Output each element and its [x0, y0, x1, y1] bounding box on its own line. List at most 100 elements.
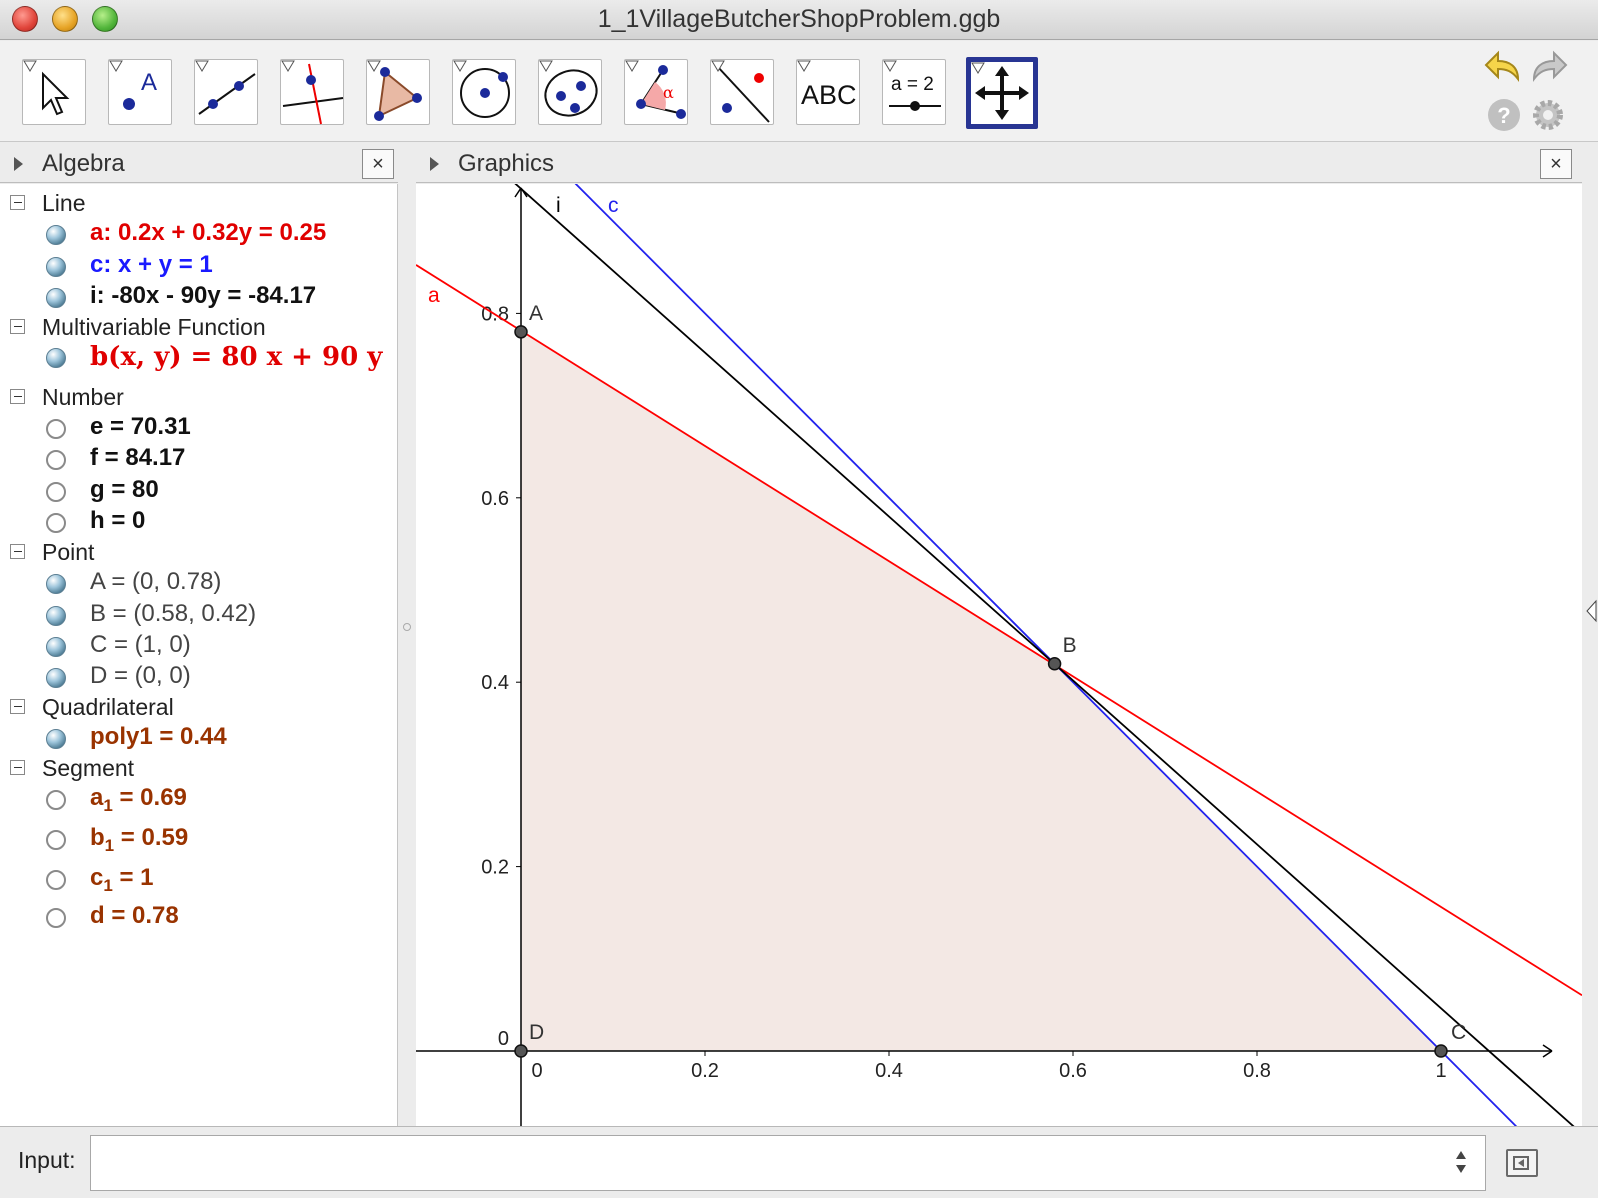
x-tick-label: 0.6: [1059, 1060, 1087, 1082]
point-label-D: D: [529, 1021, 544, 1044]
y-tick-label: 0: [498, 1028, 509, 1050]
collapse-graphics-icon[interactable]: [430, 157, 439, 171]
close-algebra-button[interactable]: ×: [362, 149, 394, 179]
x-axis-arrow: [1542, 1044, 1553, 1058]
algebra-panel-header: Algebra ×: [0, 145, 398, 183]
circle-center-point-icon: [460, 68, 510, 118]
minimize-window-button[interactable]: [52, 6, 78, 32]
algebra-view: Line a: 0.2x + 0.32y = 0.25 c: x + y = 1…: [0, 184, 398, 1126]
graphics-panel-title: Graphics: [458, 150, 555, 177]
input-bar: Input:: [0, 1126, 1598, 1198]
slider-tool-label: a = 2: [891, 74, 934, 95]
undo-icon[interactable]: [1484, 49, 1524, 89]
visibility-toggle-icon[interactable]: [46, 830, 66, 850]
x-tick-label: 0: [531, 1060, 542, 1082]
point-B: [1047, 657, 1062, 671]
line-c: [415, 23, 1583, 1193]
settings-gear-icon[interactable]: [1528, 95, 1568, 135]
perpendicular-line-icon: [282, 63, 344, 125]
point-D: [514, 1044, 528, 1058]
cursor-arrow-icon: [42, 71, 70, 116]
visibility-toggle-icon[interactable]: [46, 870, 66, 890]
line-label-i: i: [556, 194, 561, 217]
line-tool-button[interactable]: [194, 59, 258, 125]
input-history-spinner-icon[interactable]: [1454, 1147, 1468, 1177]
line-through-points-icon: [198, 73, 256, 115]
point-tool-label: A: [141, 69, 157, 96]
keyboard-toggle-button[interactable]: [1506, 1149, 1538, 1177]
angle-icon: α: [636, 65, 686, 119]
visibility-toggle-icon[interactable]: [46, 482, 66, 502]
visibility-toggle-icon[interactable]: [46, 513, 66, 533]
x-tick-label: 0.8: [1243, 1060, 1271, 1082]
redo-icon[interactable]: [1528, 49, 1568, 89]
line-i: [415, 94, 1583, 1135]
y-tick-label: 0.6: [481, 488, 509, 510]
visibility-toggle-icon[interactable]: [46, 257, 66, 277]
window-title: 1_1VillageButcherShopProblem.ggb: [597, 5, 1001, 33]
point-C: [1434, 1044, 1448, 1058]
visibility-toggle-icon[interactable]: [46, 225, 66, 245]
visibility-toggle-icon[interactable]: [46, 348, 66, 368]
visibility-toggle-icon[interactable]: [46, 574, 66, 594]
angle-tool-button[interactable]: α: [624, 59, 688, 125]
graphics-panel-header: Graphics ×: [416, 145, 1582, 183]
text-tool-label: ABC: [801, 80, 857, 110]
move-graphics-tool-button[interactable]: [966, 57, 1038, 129]
visibility-toggle-icon[interactable]: [46, 790, 66, 810]
point-label-B: B: [1063, 634, 1077, 657]
visibility-toggle-icon[interactable]: [46, 450, 66, 470]
point-tool-button[interactable]: A: [108, 59, 172, 125]
x-tick-label: 0.4: [875, 1060, 903, 1082]
reflect-about-line-icon: [716, 65, 770, 123]
visibility-toggle-icon[interactable]: [46, 908, 66, 928]
maximize-window-button[interactable]: [92, 6, 118, 32]
circle-tool-button[interactable]: [452, 59, 516, 125]
move-graphics-view-icon: [975, 66, 1029, 120]
graphics-right-edge: [1582, 145, 1598, 1126]
visibility-toggle-icon[interactable]: [46, 419, 66, 439]
collapse-algebra-icon[interactable]: [14, 157, 23, 171]
line-a: [415, 264, 1583, 997]
polygon-tool-button[interactable]: [366, 59, 430, 125]
line-label-c: c: [608, 194, 619, 217]
visibility-toggle-icon[interactable]: [46, 606, 66, 626]
input-field[interactable]: [90, 1135, 1486, 1191]
x-tick-label: 1: [1435, 1060, 1446, 1082]
visibility-toggle-icon[interactable]: [46, 729, 66, 749]
line-label-a: a: [428, 284, 440, 307]
move-tool-button[interactable]: [22, 59, 86, 125]
window-titlebar: 1_1VillageButcherShopProblem.ggb: [0, 0, 1598, 40]
visibility-toggle-icon[interactable]: [46, 637, 66, 657]
virtual-keyboard-icon: [1513, 1156, 1529, 1170]
point-A: [514, 325, 528, 339]
visibility-toggle-icon[interactable]: [46, 288, 66, 308]
close-graphics-button[interactable]: ×: [1540, 149, 1572, 179]
help-icon[interactable]: ?: [1484, 95, 1524, 135]
x-tick-label: 0.2: [691, 1060, 719, 1082]
panel-splitter[interactable]: [398, 145, 416, 1126]
expand-panel-icon[interactable]: [1584, 597, 1598, 627]
reflect-tool-button[interactable]: [710, 59, 774, 125]
slider-tool-button[interactable]: a = 2: [882, 59, 946, 125]
point-label-A: A: [529, 302, 543, 325]
polygon-icon: [374, 67, 422, 121]
text-tool-button[interactable]: ABC: [796, 59, 860, 125]
point-icon: A: [123, 69, 157, 110]
visibility-toggle-icon[interactable]: [46, 668, 66, 688]
ellipse-icon: [544, 69, 598, 117]
toolbar: A α ABC a = 2: [0, 41, 1598, 142]
conic-tool-button[interactable]: [538, 59, 602, 125]
close-window-button[interactable]: [12, 6, 38, 32]
polygon-poly1: [521, 331, 1441, 1052]
text-icon: ABC: [801, 80, 857, 110]
angle-tool-label: α: [663, 83, 674, 102]
slider-icon: a = 2: [889, 74, 941, 111]
perpendicular-tool-button[interactable]: [280, 59, 344, 125]
input-label: Input:: [18, 1147, 76, 1173]
svg-text:?: ?: [1497, 103, 1510, 128]
y-tick-label: 0.2: [481, 857, 509, 879]
y-tick-label: 0.4: [481, 672, 509, 694]
